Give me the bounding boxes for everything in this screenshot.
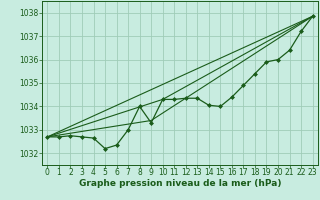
X-axis label: Graphe pression niveau de la mer (hPa): Graphe pression niveau de la mer (hPa): [79, 179, 281, 188]
